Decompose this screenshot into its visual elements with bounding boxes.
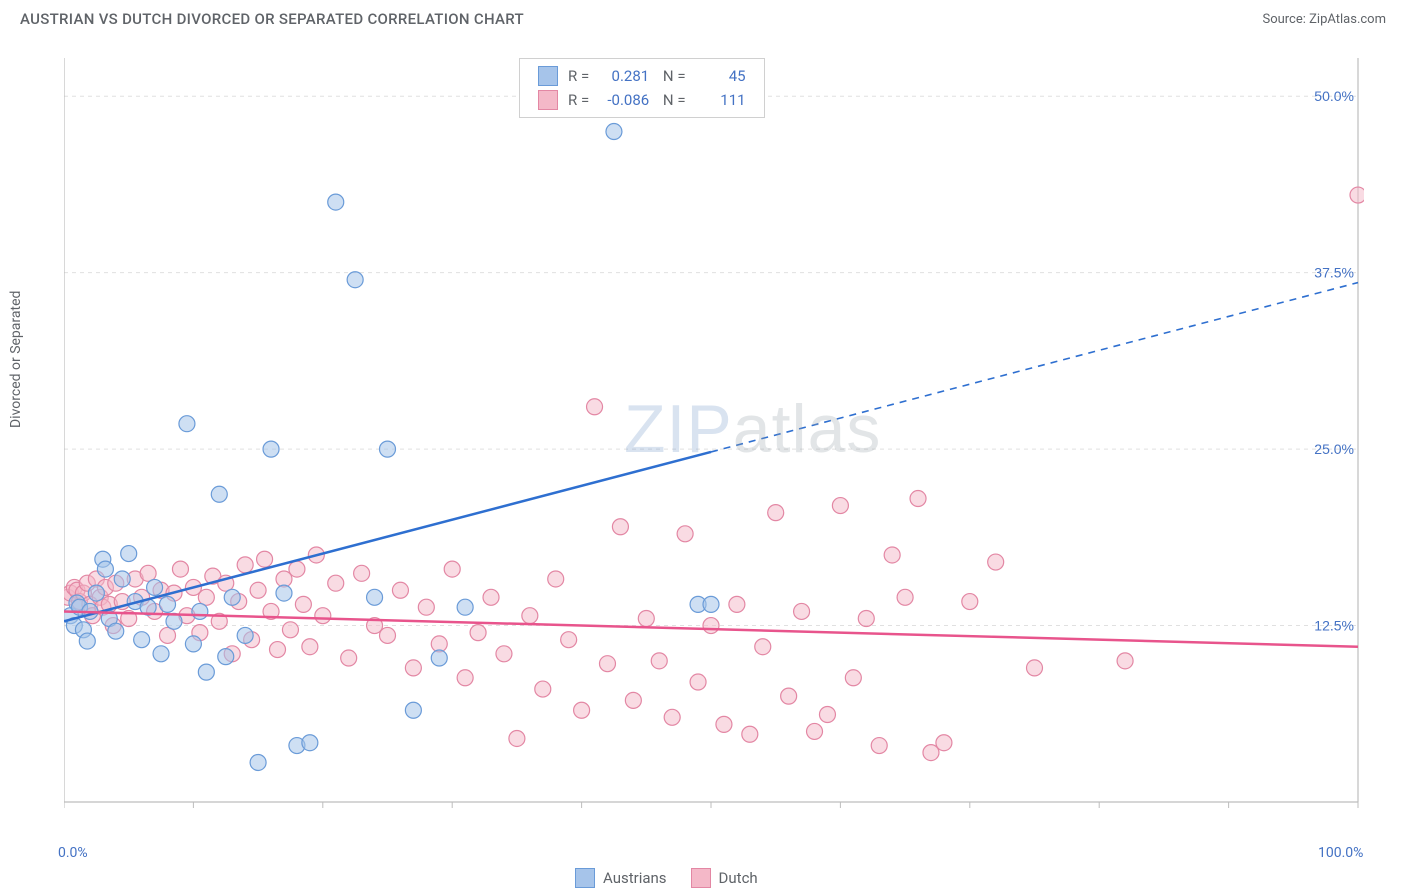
swatch-austrians-bottom [575, 868, 595, 888]
n-value-dutch: 111 [696, 91, 746, 109]
legend-row-dutch: R = -0.086 N = 111 [538, 88, 746, 112]
svg-text:50.0%: 50.0% [1314, 88, 1354, 104]
x-tick-100: 100.0% [1318, 845, 1363, 861]
legend-item-dutch: Dutch [691, 868, 758, 888]
legend-row-austrians: R = 0.281 N = 45 [538, 64, 746, 88]
legend-label-austrians: Austrians [603, 869, 667, 887]
r-value-austrians: 0.281 [599, 67, 649, 85]
scatter-plot-svg: 12.5% 25.0% 37.5% 50.0% [64, 50, 1364, 820]
n-value-austrians: 45 [696, 67, 746, 85]
chart-area: 12.5%25.0%37.5%50.0% ZIPatlas R = 0.281 … [64, 50, 1364, 820]
y-axis-label: Divorced or Separated [8, 291, 24, 428]
swatch-dutch-bottom [691, 868, 711, 888]
chart-title: AUSTRIAN VS DUTCH DIVORCED OR SEPARATED … [20, 10, 524, 28]
svg-text:12.5%: 12.5% [1314, 618, 1354, 634]
swatch-dutch [538, 90, 558, 110]
legend-item-austrians: Austrians [575, 868, 667, 888]
svg-text:37.5%: 37.5% [1314, 265, 1354, 281]
series-legend: Austrians Dutch [575, 868, 758, 888]
x-tick-0: 0.0% [58, 845, 88, 861]
source-attribution: Source: ZipAtlas.com [1262, 12, 1386, 27]
svg-text:25.0%: 25.0% [1314, 441, 1354, 457]
swatch-austrians [538, 66, 558, 86]
legend-label-dutch: Dutch [719, 869, 758, 887]
correlation-legend: R = 0.281 N = 45 R = -0.086 N = 111 [519, 58, 765, 118]
r-value-dutch: -0.086 [599, 91, 649, 109]
